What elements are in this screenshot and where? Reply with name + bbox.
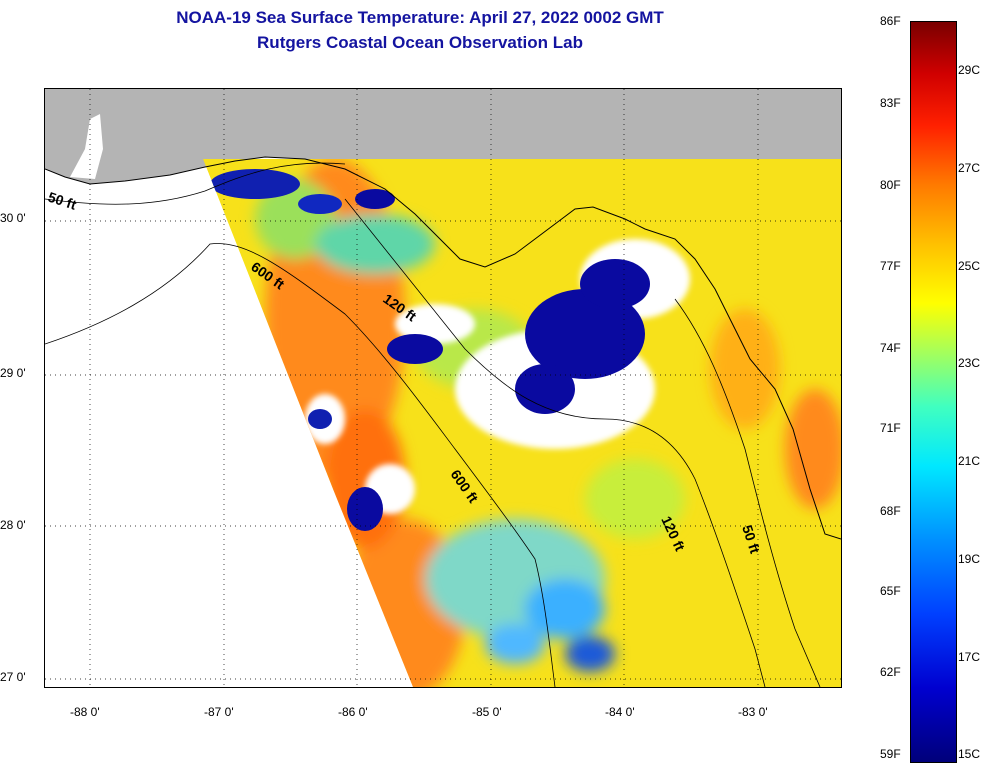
contour-600ft [45,243,556,687]
colorbar-label-86f: 86F [880,14,901,28]
colorbar-label-21c: 21C [958,454,981,468]
temperature-colorbar [910,21,957,763]
colorbar-label-68f: 68F [880,504,901,518]
lat-label-30: 30 0' [0,211,26,225]
lat-label-29: 29 0' [0,366,26,380]
colorbar-label-83f: 83F [880,96,901,110]
colorbar-label-27c: 27C [958,161,981,175]
coastline [45,156,841,540]
lat-label-27: 27 0' [0,670,26,684]
colorbar-label-59f: 59F [880,747,901,761]
colorbar-label-62f: 62F [880,665,901,679]
contour-label-50ft-west: 50 ft [46,189,79,213]
colorbar-label-74f: 74F [880,341,901,355]
lon-label-83: -83 0' [738,705,768,719]
lon-label-85: -85 0' [472,705,502,719]
lon-label-84: -84 0' [605,705,635,719]
lon-label-88: -88 0' [70,705,100,719]
sst-swath [203,159,841,687]
colorbar-label-65f: 65F [880,584,901,598]
map-subtitle: Rutgers Coastal Ocean Observation Lab [257,33,583,52]
colorbar-label-25c: 25C [958,259,981,273]
contour-120ft [344,198,766,687]
colorbar-label-17c: 17C [958,650,981,664]
sst-map: 50 ft 600 ft 120 ft 600 ft 120 ft 50 ft [44,88,842,688]
colorbar-label-15c: 15C [958,747,981,761]
colorbar-label-19c: 19C [958,552,981,566]
lon-label-87: -87 0' [204,705,234,719]
contour-50ft-west [45,162,346,205]
lat-label-28: 28 0' [0,518,26,532]
colorbar-label-80f: 80F [880,178,901,192]
colorbar-label-29c: 29C [958,63,981,77]
colorbar-label-71f: 71F [880,421,901,435]
sst-map-canvas: 50 ft 600 ft 120 ft 600 ft 120 ft 50 ft [45,89,841,687]
mobile-bay [70,114,103,179]
contour-50ft-east [674,298,821,687]
colorbar-label-23c: 23C [958,356,981,370]
colorbar-label-77f: 77F [880,259,901,273]
lon-label-86: -86 0' [338,705,368,719]
map-title: NOAA-19 Sea Surface Temperature: April 2… [176,8,664,27]
